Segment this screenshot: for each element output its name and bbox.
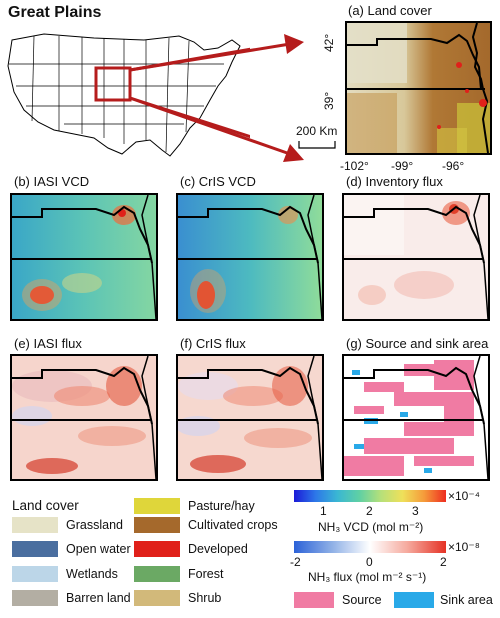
iasi-flux-map bbox=[10, 354, 158, 481]
legend-swatch-developed bbox=[134, 541, 180, 557]
legend-label-open-water: Open water bbox=[66, 542, 131, 556]
vcd-colorbar bbox=[294, 490, 446, 502]
flux-colorbar-label: NH₃ flux (mol m⁻² s⁻¹) bbox=[308, 570, 427, 584]
panel-e-title: (e) IASI flux bbox=[14, 336, 82, 351]
flux-tick-neg2: -2 bbox=[290, 555, 301, 569]
lon-tick-102: -102° bbox=[340, 159, 369, 173]
legend-swatch-barren-land bbox=[12, 590, 58, 606]
panel-a-title: (a) Land cover bbox=[348, 3, 432, 18]
flux-multiplier: ×10⁻⁸ bbox=[448, 540, 480, 554]
legend-label-wetlands: Wetlands bbox=[66, 567, 118, 581]
legend-swatch-cultivated-crops bbox=[134, 517, 180, 533]
flux-colorbar bbox=[294, 541, 446, 553]
legend-label-cultivated-crops: Cultivated crops bbox=[188, 518, 278, 532]
legend-swatch-pasture-hay bbox=[134, 498, 180, 514]
vcd-multiplier: ×10⁻⁴ bbox=[448, 489, 480, 503]
panel-g-title: (g) Source and sink area bbox=[346, 336, 489, 351]
panel-d-title: (d) Inventory flux bbox=[346, 174, 443, 189]
panel-b-title: (b) IASI VCD bbox=[14, 174, 90, 189]
legend-swatch-wetlands bbox=[12, 566, 58, 582]
sink-label: Sink area bbox=[440, 593, 493, 607]
vcd-tick-1: 1 bbox=[320, 504, 327, 518]
flux-tick-0: 0 bbox=[366, 555, 373, 569]
legend-swatch-shrub bbox=[134, 590, 180, 606]
land-cover-map bbox=[345, 21, 492, 155]
legend-label-barren-land: Barren land bbox=[66, 591, 131, 605]
legend-swatch-grassland bbox=[12, 517, 58, 533]
figure-title: Great Plains bbox=[8, 4, 102, 21]
source-label: Source bbox=[342, 593, 382, 607]
legend-label-grassland: Grassland bbox=[66, 518, 123, 532]
scale-bar bbox=[298, 141, 336, 149]
lat-tick-42: 42° bbox=[322, 33, 336, 52]
source-sink-map bbox=[342, 354, 490, 481]
legend-label-pasture-hay: Pasture/hay bbox=[188, 499, 255, 513]
inventory-flux-map bbox=[342, 193, 490, 321]
sink-swatch bbox=[394, 592, 434, 608]
cris-vcd-map bbox=[176, 193, 324, 321]
vcd-tick-2: 2 bbox=[366, 504, 373, 518]
legend-label-developed: Developed bbox=[188, 542, 248, 556]
legend-label-forest: Forest bbox=[188, 567, 224, 581]
vcd-tick-3: 3 bbox=[412, 504, 419, 518]
lon-tick-99: -99° bbox=[391, 159, 414, 173]
flux-tick-2: 2 bbox=[440, 555, 447, 569]
source-swatch bbox=[294, 592, 334, 608]
legend-label-shrub: Shrub bbox=[188, 591, 222, 605]
scale-bar-label: 200 Km bbox=[296, 124, 338, 138]
land-cover-legend-heading: Land cover bbox=[12, 498, 79, 513]
vcd-colorbar-label: NH₃ VCD (mol m⁻²) bbox=[318, 520, 424, 534]
legend-swatch-forest bbox=[134, 566, 180, 582]
panel-f-title: (f) CrIS flux bbox=[180, 336, 246, 351]
cris-flux-map bbox=[176, 354, 324, 481]
lon-tick-96: -96° bbox=[442, 159, 465, 173]
panel-c-title: (c) CrIS VCD bbox=[180, 174, 256, 189]
legend-swatch-open-water bbox=[12, 541, 58, 557]
iasi-vcd-map bbox=[10, 193, 158, 321]
lat-tick-39: 39° bbox=[322, 91, 336, 110]
zoom-arrows bbox=[129, 34, 304, 162]
